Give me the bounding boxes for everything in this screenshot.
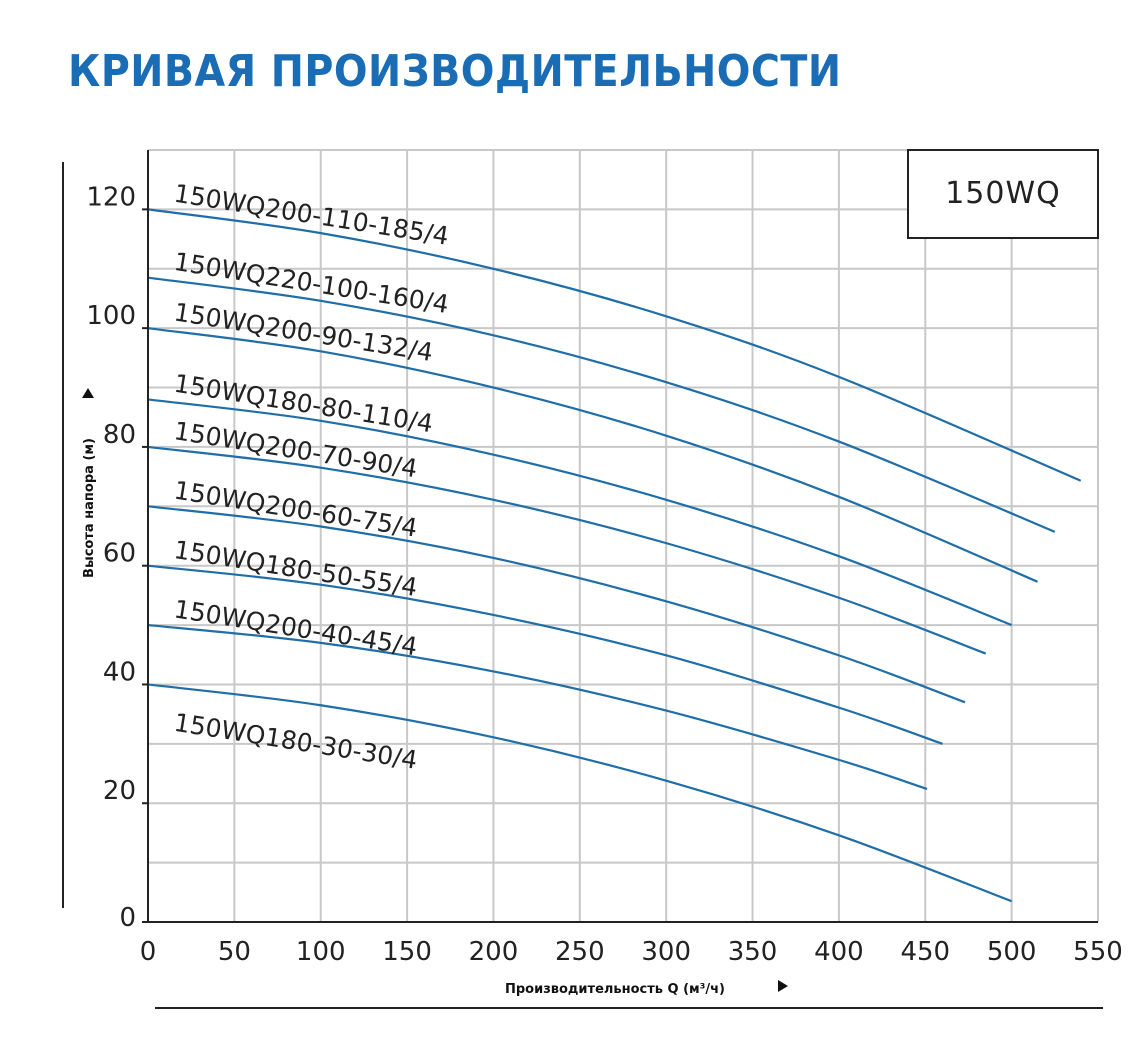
arrow-up-icon	[82, 388, 94, 398]
series-box	[907, 149, 1099, 239]
y-tick-label: 80	[103, 420, 136, 450]
x-tick-label: 200	[469, 937, 519, 967]
x-tick-label: 450	[900, 937, 950, 967]
curves	[147, 208, 1082, 903]
curve-label: 150WQ200-60-75/4	[172, 476, 419, 543]
axes: 0 50 100 150 200 250 300 350 400 450 500 550 0 20 40 60…	[62, 149, 1123, 1009]
page-title: КРИВАЯ ПРОИЗВОДИТЕЛЬНОСТИ	[68, 46, 842, 97]
curve-line	[147, 505, 966, 704]
x-tick-label: 100	[296, 937, 346, 967]
curve-line	[147, 398, 1013, 627]
curve-line	[147, 208, 1082, 482]
curve-label: 150WQ200-110-185/4	[172, 179, 451, 251]
curve-line	[147, 683, 1013, 903]
x-axis-label: Производительность Q (м³/ч)	[505, 982, 725, 997]
series-box-label: 150WQ	[945, 176, 1061, 211]
x-tick-label: 300	[641, 937, 691, 967]
x-tick-label: 250	[555, 937, 605, 967]
y-tick-label: 0	[119, 903, 136, 933]
y-tick-label: 100	[86, 301, 136, 331]
x-tick-label: 150	[382, 937, 432, 967]
curve-line	[147, 327, 1038, 583]
curve-line	[147, 564, 943, 745]
curve-label: 150WQ180-30-30/4	[172, 708, 419, 775]
x-tick-label: 550	[1073, 937, 1123, 967]
x-tick-label: 0	[140, 937, 157, 967]
curve-line	[147, 445, 987, 655]
y-tick-label: 20	[103, 776, 136, 806]
curve-label: 150WQ180-50-55/4	[172, 535, 419, 602]
arrow-right-icon	[778, 980, 788, 992]
curve-line	[147, 276, 1056, 533]
curve-label: 150WQ200-40-45/4	[172, 594, 419, 661]
curve-line	[147, 623, 928, 791]
x-tick-label: 500	[987, 937, 1037, 967]
y-tick-label: 60	[103, 539, 136, 569]
x-tick-label: 50	[218, 937, 251, 967]
y-tick-label: 40	[103, 657, 136, 687]
x-tick-label: 350	[728, 937, 778, 967]
y-axis-label: Высота напора (м)	[82, 438, 97, 578]
x-tick-label: 400	[814, 937, 864, 967]
y-tick-label: 120	[86, 182, 136, 212]
